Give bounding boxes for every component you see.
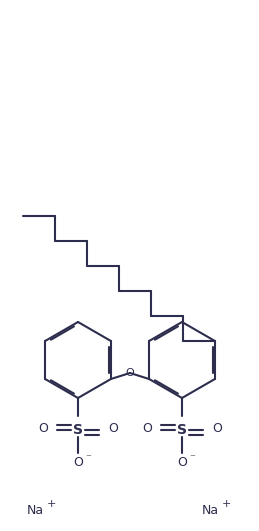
Text: S: S <box>73 423 83 437</box>
Text: O: O <box>212 422 222 434</box>
Text: Na: Na <box>202 503 219 517</box>
Text: O: O <box>73 456 83 468</box>
Text: O: O <box>38 422 48 434</box>
Text: Na: Na <box>26 503 44 517</box>
Text: O: O <box>126 368 134 378</box>
Text: +: + <box>221 499 231 509</box>
Text: O: O <box>108 422 118 434</box>
Text: +: + <box>46 499 56 509</box>
Text: ⁻: ⁻ <box>85 453 91 463</box>
Text: ⁻: ⁻ <box>189 453 195 463</box>
Text: O: O <box>177 456 187 468</box>
Text: O: O <box>142 422 152 434</box>
Text: S: S <box>177 423 187 437</box>
